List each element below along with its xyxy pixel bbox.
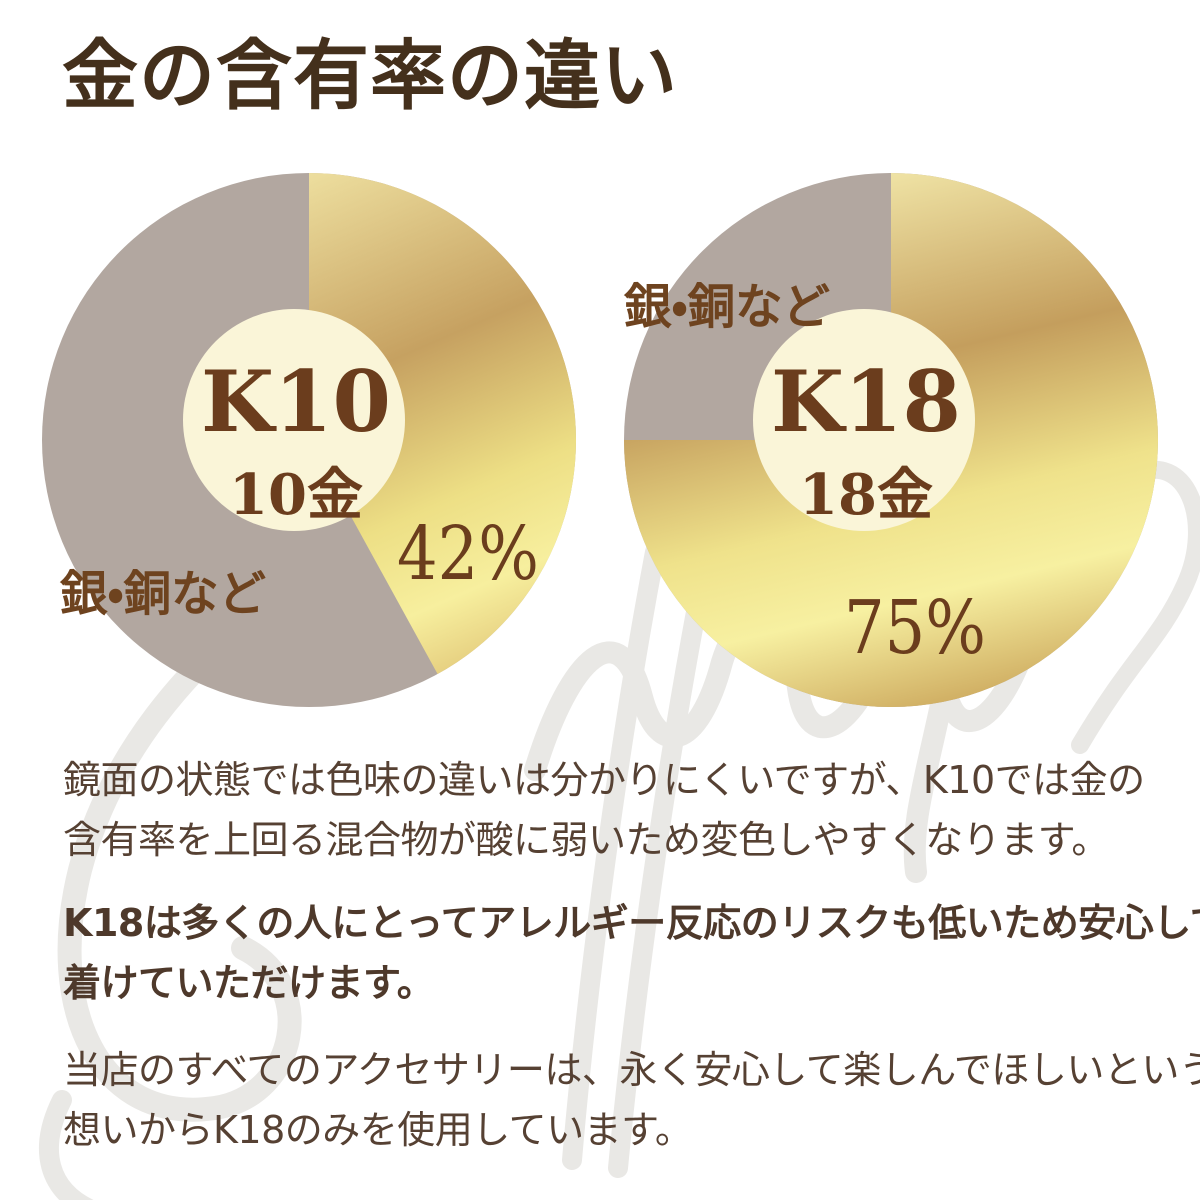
watermark-descender-1	[562, 542, 665, 1170]
paragraph-line: 当店のすべてのアクセサリーは、永く安心して楽しんでほしいという	[63, 1048, 1200, 1092]
k10-gold-slice	[309, 172, 577, 674]
k18-center-circle	[753, 309, 975, 531]
paragraph-allergy: K18は多くの人にとってアレルギー反応のリスクも低いため安心して 着けていただけ…	[63, 893, 1200, 1013]
k10-donut-chart: K10 10金 42% 銀・銅など	[42, 172, 577, 707]
k18-percent-label: 75%	[844, 585, 986, 671]
paragraph-discoloration: 鏡面の状態では色味の違いは分かりにくいですが、K10では金の 含有率を上回る混合…	[63, 750, 1183, 870]
k18-center-label: K18	[771, 352, 961, 451]
watermark-right-loop	[1071, 460, 1200, 754]
watermark-tail	[39, 1090, 94, 1200]
k18-donut-chart: K18 18金 75% 銀・銅など	[623, 173, 1158, 707]
page-title: 金の含有率の違い	[62, 31, 678, 120]
k10-center-sublabel: 10金	[229, 462, 363, 528]
k18-center-sublabel: 18金	[799, 462, 933, 528]
paragraph-line: 想いからK18のみを使用しています。	[63, 1108, 693, 1152]
paragraph-shop-policy: 当店のすべてのアクセサリーは、永く安心して楽しんでほしいという 想いからK18の…	[63, 1040, 1200, 1160]
k18-other-slice-label: 銀・銅など	[623, 279, 830, 335]
paragraph-line: 鏡面の状態では色味の違いは分かりにくいですが、K10では金の	[63, 758, 1145, 802]
k10-percent-label: 42%	[397, 511, 539, 597]
k10-center-label: K10	[201, 352, 391, 451]
watermark-descender-2	[608, 550, 716, 1178]
k10-other-slice-label: 銀・銅など	[59, 566, 266, 622]
paragraph-line: K18は多くの人にとってアレルギー反応のリスクも低いため安心して	[63, 901, 1200, 945]
paragraph-line: 含有率を上回る混合物が酸に弱いため変色しやすくなります。	[63, 818, 1109, 862]
k10-center-circle	[183, 309, 405, 531]
paragraph-line: 着けていただけます。	[63, 961, 435, 1005]
